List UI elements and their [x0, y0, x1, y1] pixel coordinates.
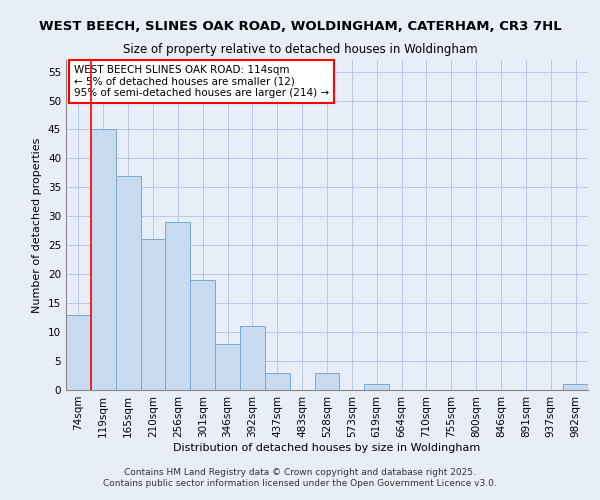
Bar — [240, 326, 265, 390]
X-axis label: Distribution of detached houses by size in Woldingham: Distribution of detached houses by size … — [173, 442, 481, 452]
Bar — [563, 384, 588, 390]
Bar — [66, 314, 91, 390]
Bar — [265, 372, 290, 390]
Text: WEST BEECH SLINES OAK ROAD: 114sqm
← 5% of detached houses are smaller (12)
95% : WEST BEECH SLINES OAK ROAD: 114sqm ← 5% … — [74, 65, 329, 98]
Bar — [314, 372, 340, 390]
Bar — [190, 280, 215, 390]
Y-axis label: Number of detached properties: Number of detached properties — [32, 138, 43, 312]
Text: Size of property relative to detached houses in Woldingham: Size of property relative to detached ho… — [122, 42, 478, 56]
Bar — [166, 222, 190, 390]
Bar — [364, 384, 389, 390]
Text: WEST BEECH, SLINES OAK ROAD, WOLDINGHAM, CATERHAM, CR3 7HL: WEST BEECH, SLINES OAK ROAD, WOLDINGHAM,… — [38, 20, 562, 33]
Bar — [91, 130, 116, 390]
Bar — [140, 240, 166, 390]
Text: Contains HM Land Registry data © Crown copyright and database right 2025.
Contai: Contains HM Land Registry data © Crown c… — [103, 468, 497, 487]
Bar — [215, 344, 240, 390]
Bar — [116, 176, 140, 390]
